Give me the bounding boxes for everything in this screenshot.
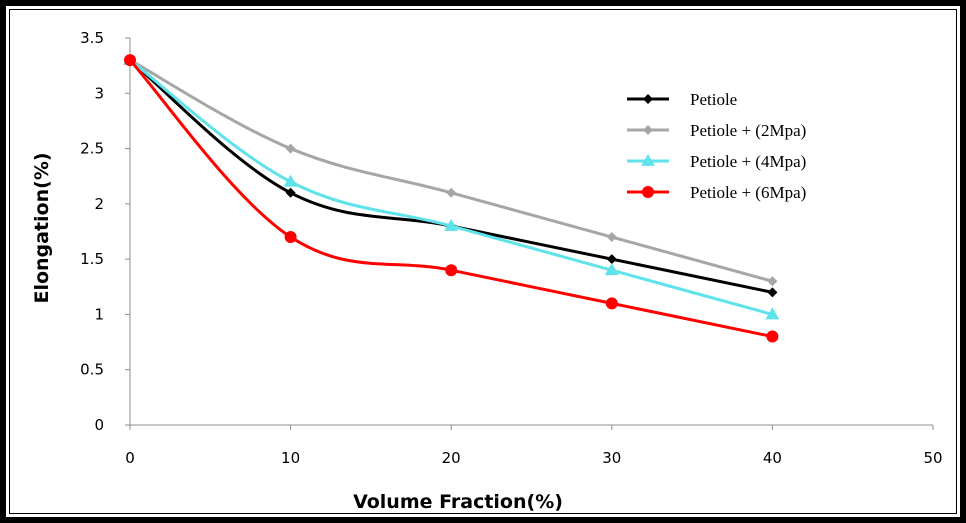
legend-entry: Petiole + (2Mpa) (627, 121, 806, 140)
data-point (765, 307, 780, 320)
x-tick-label: 50 (923, 449, 942, 467)
series-3 (123, 53, 780, 320)
legend-entry: Petiole + (4Mpa) (627, 152, 806, 171)
y-tick-label: 0 (94, 416, 104, 434)
y-tick-labels: 0 0.5 1 1.5 2 2.5 3 3.5 (80, 29, 130, 434)
legend-marker (642, 186, 654, 198)
y-tick-label: 2 (94, 195, 104, 213)
data-point (124, 54, 136, 67)
legend: Petiole Petiole + (2Mpa) Petiole + (4Mpa) P… (627, 90, 806, 202)
data-point (285, 143, 296, 154)
legend-label: Petiole + (6Mpa) (690, 183, 806, 202)
x-axis-title: Volume Fraction(%) (353, 491, 563, 513)
y-tick-label: 1.5 (80, 250, 104, 268)
legend-entry: Petiole + (6Mpa) (627, 183, 806, 202)
x-tick-label: 10 (281, 449, 300, 467)
series-line (129, 58, 773, 316)
data-point (285, 187, 296, 198)
y-tick-label: 0.5 (80, 361, 104, 379)
series-1 (125, 55, 778, 298)
legend-label: Petiole + (4Mpa) (690, 152, 806, 171)
data-point (446, 187, 457, 198)
data-point (284, 231, 297, 244)
legend-marker (641, 154, 655, 166)
data-point (606, 232, 617, 243)
x-tick-label: 30 (602, 449, 621, 467)
series-2 (125, 55, 778, 287)
y-tick-label: 3.5 (80, 29, 104, 47)
data-point (605, 297, 618, 310)
data-point (767, 287, 778, 298)
x-tick-label: 40 (763, 449, 782, 467)
y-axis-title: Elongation(%) (31, 152, 53, 303)
series-line (128, 59, 773, 339)
series-line (129, 58, 773, 283)
series-group (123, 53, 780, 343)
x-tick-label: 0 (125, 449, 135, 467)
data-point (283, 174, 298, 187)
x-tick-label: 20 (442, 449, 461, 467)
legend-marker (643, 94, 653, 104)
y-tick-label: 3 (94, 84, 104, 102)
legend-marker (643, 125, 653, 135)
y-tick-label: 1 (94, 305, 104, 323)
y-tick-label: 2.5 (80, 140, 104, 158)
x-tick-labels: 0 10 20 30 40 50 (125, 425, 943, 467)
data-point (444, 218, 459, 231)
data-point (766, 330, 779, 343)
series-4 (124, 54, 779, 343)
legend-label: Petiole + (2Mpa) (690, 121, 806, 140)
legend-entry: Petiole (627, 90, 737, 109)
data-point (445, 264, 458, 277)
axes (129, 38, 933, 426)
data-point (767, 276, 778, 287)
data-point (604, 263, 619, 276)
data-point (606, 254, 617, 265)
legend-label: Petiole (690, 90, 737, 109)
